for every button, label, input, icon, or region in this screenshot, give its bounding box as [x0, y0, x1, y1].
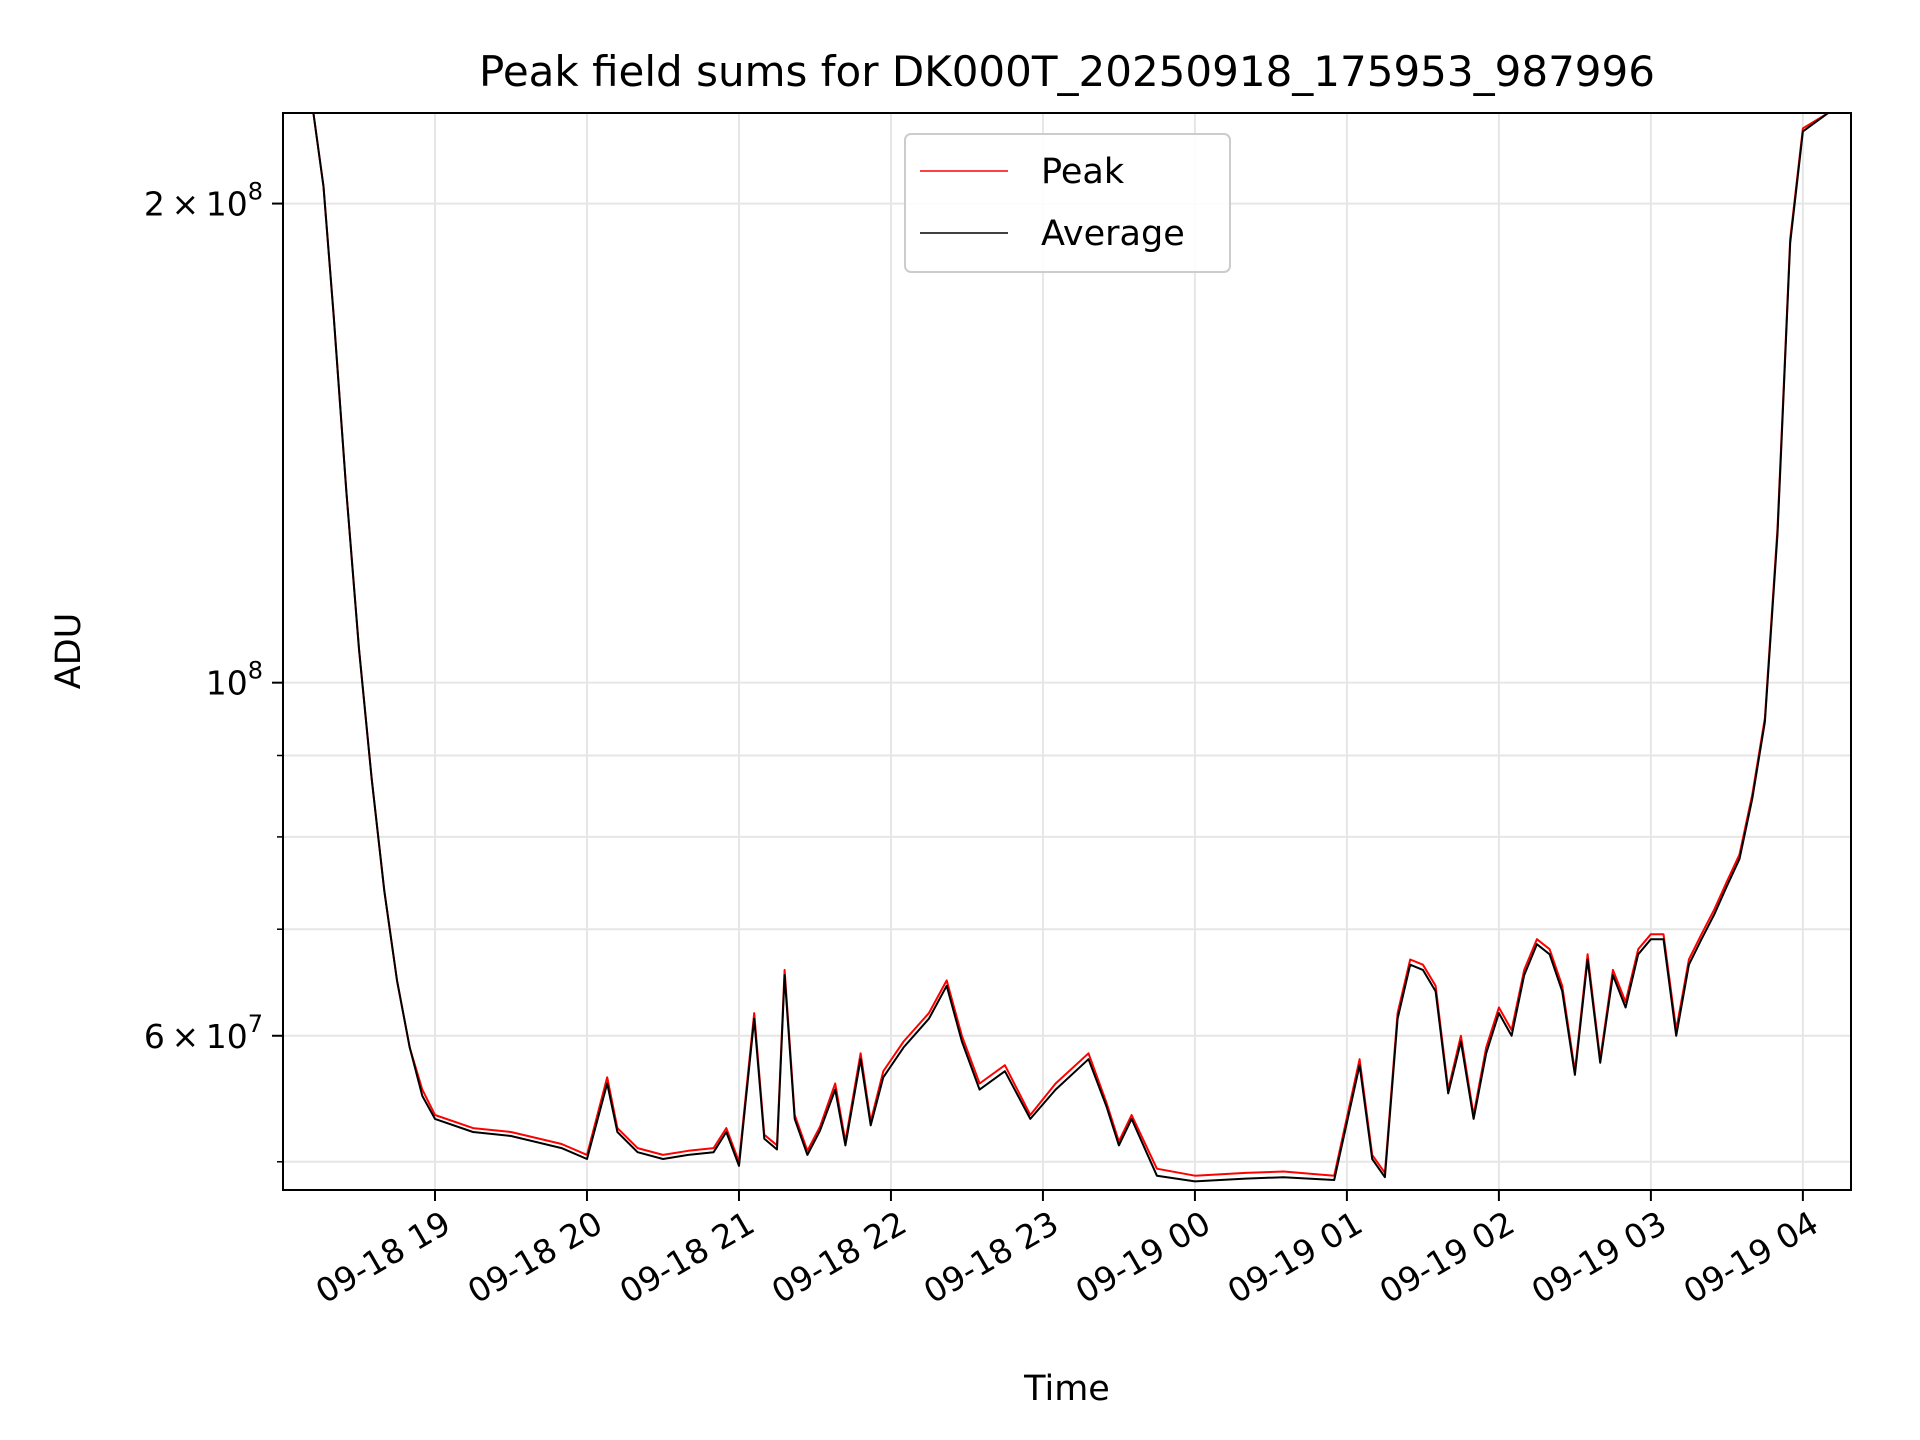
legend-label-peak: Peak [1041, 152, 1125, 192]
y-tick-label: 6 × 107 [144, 1010, 263, 1056]
series-line-average [283, 113, 1851, 1183]
legend: Peak Average [904, 133, 1231, 273]
legend-label-average: Average [1041, 214, 1185, 254]
series-lines [283, 113, 1851, 1183]
y-axis-label: ADU [49, 613, 89, 690]
y-tick-label: 2 × 108 [144, 178, 263, 224]
y-axis-ticks: 6 × 107 108 2 × 108 [144, 178, 283, 1163]
grid-lines [283, 113, 1851, 1190]
plot-frame [282, 112, 1852, 1191]
x-axis-label: Time [1023, 1369, 1110, 1409]
y-tick-label: 108 [206, 657, 263, 703]
series-line-peak [283, 113, 1851, 1177]
legend-box [904, 133, 1231, 273]
chart-title: Peak field sums for DK000T_20250918_1759… [479, 47, 1655, 96]
